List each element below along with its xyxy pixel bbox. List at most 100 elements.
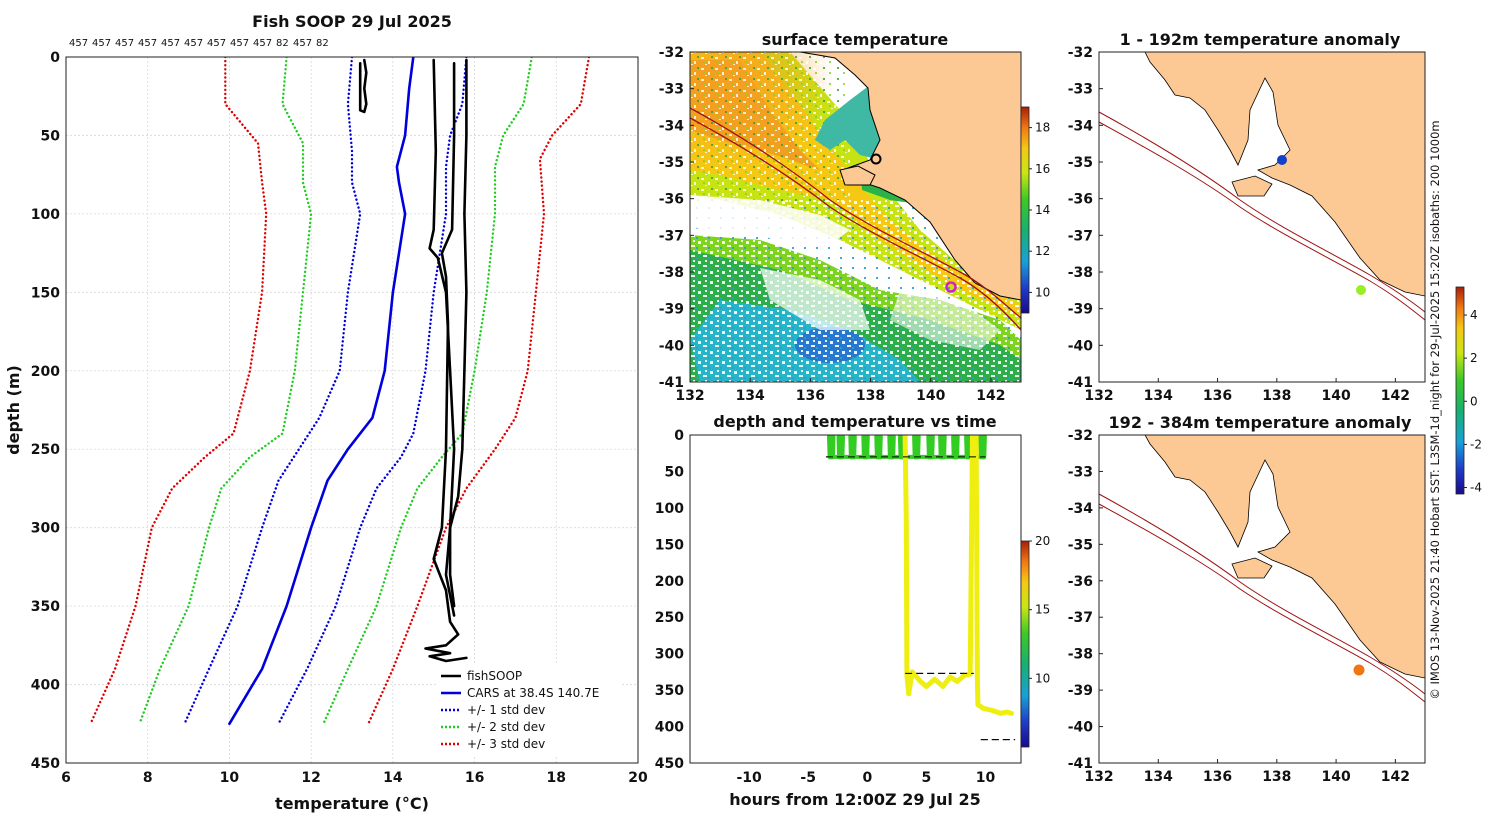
top-label: 82 <box>316 38 329 49</box>
td-x-tick-label: 5 <box>922 770 932 786</box>
map-x-tick-label: 138 <box>1262 769 1291 785</box>
td-y-tick-label: 50 <box>665 464 685 480</box>
map-y-tick-label: -41 <box>659 375 684 391</box>
colorbar-tick-label: 2 <box>1470 351 1478 365</box>
y-tick-label: 150 <box>31 285 60 301</box>
map-y-tick-label: -40 <box>659 338 685 354</box>
map-x-tick-label: 134 <box>736 388 765 404</box>
map-x-tick-label: 136 <box>1203 769 1232 785</box>
sst-map-ticks: 132 134 136 138 140 142 -32 -33 -34 -35 -36 -37 -38 -… <box>659 45 1006 404</box>
map-x-tick-label: 132 <box>1084 388 1113 404</box>
sst-colorbar-ramp <box>1020 106 1030 314</box>
top-label: 457 <box>138 38 157 49</box>
td-y-tick-label: 100 <box>655 501 684 517</box>
series-fishsoop-cast-1 <box>448 58 468 608</box>
td-y-tick-label: 300 <box>655 647 684 663</box>
td-y-tick-label: 350 <box>655 683 684 699</box>
series--2-std <box>138 57 313 725</box>
x-tick-label: 6 <box>61 770 71 786</box>
colorbar-tick-label: 12 <box>1035 244 1050 258</box>
profile-title: Fish SOOP 29 Jul 2025 <box>252 12 452 31</box>
shallow-tow <box>951 435 960 460</box>
y-tick-label: 250 <box>31 442 60 458</box>
map-y-tick-label: -37 <box>659 228 684 244</box>
anom-lower-frame <box>1098 434 1426 764</box>
anom-upper-map <box>1099 52 1425 382</box>
series-cars-mean <box>228 57 415 726</box>
time-depth-bg <box>690 435 1021 763</box>
x-tick-label: 12 <box>301 770 320 786</box>
series--2-std <box>322 57 533 725</box>
profile-ylabel: depth (m) <box>4 365 23 455</box>
profile-panel: Fish SOOP 29 Jul 2025 457 457 457 457 45… <box>4 12 648 813</box>
colorbar-tick-label: 20 <box>1035 534 1050 548</box>
legend-label-cars: CARS at 38.4S 140.7E <box>467 686 599 700</box>
series--3-std <box>367 57 591 725</box>
map-x-tick-label: 142 <box>1381 388 1410 404</box>
x-tick-label: 14 <box>383 770 403 786</box>
top-label: 457 <box>207 38 226 49</box>
map-x-tick-label: 140 <box>916 388 945 404</box>
td-y-tick-label: 0 <box>674 428 684 444</box>
anom-upper-marker-gulf <box>1277 155 1287 165</box>
profile-frame <box>65 56 639 764</box>
map-y-tick-label: -34 <box>1068 501 1094 517</box>
y-tick-label: 450 <box>31 756 60 772</box>
map-y-tick-label: -38 <box>659 265 684 281</box>
time-depth-series <box>825 435 1016 741</box>
anomaly-colorbar-ticks: -4 -2 0 2 4 <box>1464 308 1482 495</box>
anom-upper-marker-vessel <box>1356 285 1366 295</box>
td-x-tick-label: -10 <box>736 770 762 786</box>
shallow-tow <box>836 435 845 460</box>
x-tick-label: 16 <box>465 770 484 786</box>
y-tick-label: 300 <box>31 521 60 537</box>
anom-lower-map <box>1099 435 1425 763</box>
legend-label-1std: +/- 1 std dev <box>467 703 545 717</box>
time-depth-panel: depth and temperature vs time -10 -5 0 5 100… <box>655 412 1051 809</box>
top-label: 457 <box>184 38 203 49</box>
sst-map-image <box>690 52 1021 382</box>
map-y-tick-label: -34 <box>1068 118 1094 134</box>
y-tick-label: 350 <box>31 599 60 615</box>
anom-upper-panel: 1 - 192m temperature anomaly 132 134 136 13… <box>1068 30 1426 404</box>
profile-legend: fishSOOP CARS at 38.4S 140.7E +/- 1 std … <box>436 664 622 756</box>
shallow-tow <box>848 435 857 460</box>
map-y-tick-label: -32 <box>659 45 684 61</box>
anom-upper-frame <box>1098 51 1426 383</box>
sst-colorbar-ticks: 10 12 14 16 18 <box>1029 121 1050 299</box>
sst-marker-spencer-gulf <box>870 153 882 165</box>
map-y-tick-label: -33 <box>1068 82 1093 98</box>
map-x-tick-label: 134 <box>1144 388 1173 404</box>
anom-lower-ticks: 132 134 136 138 140 142 -32 -33 -34 -35 -36 -37 -38 -… <box>1068 428 1410 785</box>
map-y-tick-label: -36 <box>1068 192 1093 208</box>
top-label: 457 <box>161 38 180 49</box>
map-y-tick-label: -32 <box>1068 45 1093 61</box>
series--1-std <box>183 57 362 725</box>
top-label: 457 <box>69 38 88 49</box>
map-y-tick-label: -36 <box>659 192 684 208</box>
td-y-tick-label: 450 <box>655 756 684 772</box>
map-x-tick-label: 140 <box>1321 769 1350 785</box>
map-x-tick-label: 132 <box>1084 769 1113 785</box>
td-y-tick-label: 400 <box>655 720 684 736</box>
legend-label-3std: +/- 3 std dev <box>467 737 545 751</box>
map-y-tick-label: -35 <box>1068 537 1093 553</box>
td-y-tick-label: 150 <box>655 537 684 553</box>
shallow-tow <box>887 435 896 460</box>
map-y-tick-label: -39 <box>1068 683 1093 699</box>
colorbar-tick-label: -4 <box>1470 481 1482 495</box>
top-label: 457 <box>92 38 111 49</box>
td-y-tick-label: 250 <box>655 610 684 626</box>
series-deep-tow-1 <box>902 435 975 697</box>
map-x-tick-label: 138 <box>1262 388 1291 404</box>
map-x-tick-label: 136 <box>1203 388 1232 404</box>
map-x-tick-label: 138 <box>856 388 885 404</box>
map-y-tick-label: -35 <box>1068 155 1093 171</box>
shallow-tow <box>861 435 870 460</box>
series--3-std <box>89 57 268 725</box>
map-y-tick-label: -37 <box>1068 610 1093 626</box>
map-y-tick-label: -37 <box>1068 228 1093 244</box>
shallow-tow <box>978 435 987 460</box>
colorbar-tick-label: 0 <box>1470 394 1478 408</box>
